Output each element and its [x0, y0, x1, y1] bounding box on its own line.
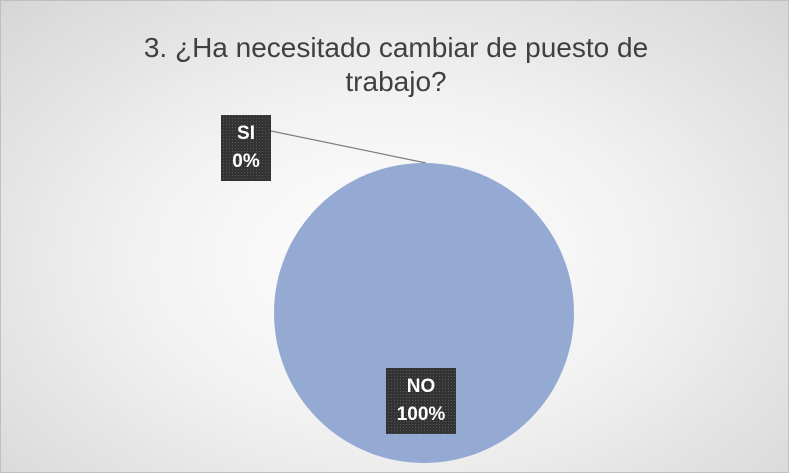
data-label-category: NO: [407, 376, 436, 397]
data-label-value: 0%: [232, 151, 260, 172]
data-label-category: SI: [237, 123, 255, 144]
leader-line: [270, 130, 427, 164]
data-label-box: [221, 115, 271, 181]
chart-title: 3. ¿Ha necesitado cambiar de puesto de t…: [143, 32, 649, 97]
data-label: NO 100%: [386, 368, 456, 434]
data-label-box: [386, 368, 456, 434]
data-label-value: 100%: [397, 404, 446, 425]
data-label: SI 0%: [221, 115, 271, 181]
pie-slice: [274, 163, 574, 463]
